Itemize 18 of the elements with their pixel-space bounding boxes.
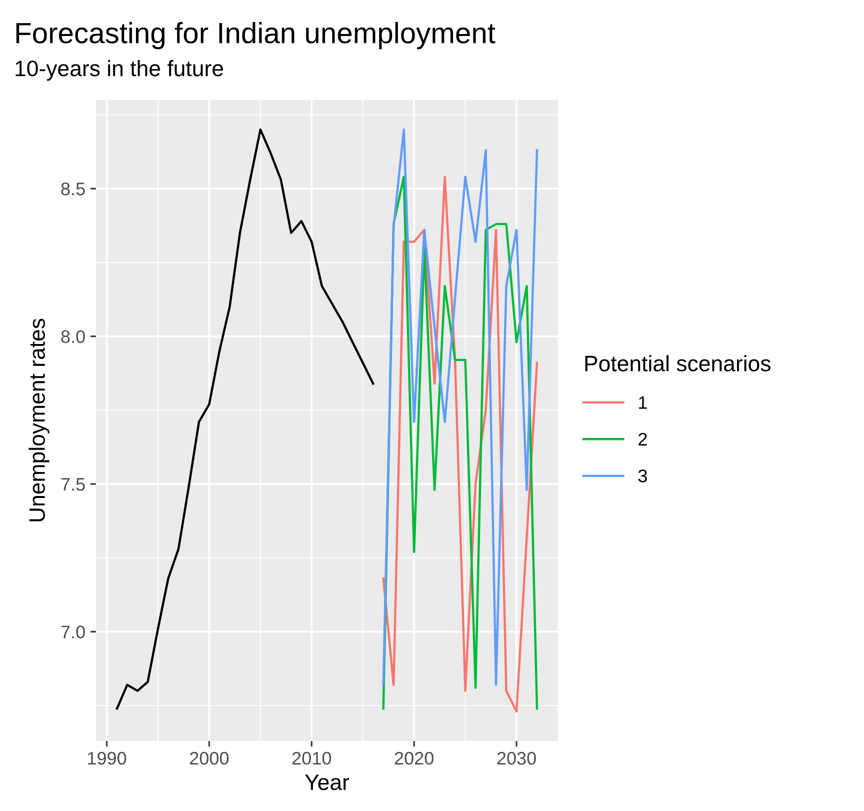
x-tick-label: 2030 [497, 752, 536, 765]
legend-label: 3 [638, 470, 647, 482]
x-axis-title: Year [305, 774, 350, 790]
legend-label: 2 [638, 432, 647, 446]
y-axis-title: Unemployment rates [28, 318, 50, 522]
x-tick-label: 2000 [190, 752, 229, 765]
y-tick-label: 7.5 [61, 478, 85, 491]
y-tick-label: 8.0 [61, 330, 85, 344]
y-tick-label: 8.5 [61, 182, 85, 196]
x-tick-label: 1990 [88, 752, 126, 765]
chart-subtitle: 10-years in the future [16, 60, 224, 81]
x-tick-label: 2020 [394, 752, 434, 765]
y-tick-label: 7.0 [61, 626, 85, 638]
line-series [116, 128, 374, 710]
legend-title: Potential scenarios [585, 355, 770, 372]
x-tick-label: 2010 [292, 752, 332, 765]
chart-title: Forecasting for Indian unemployment [16, 22, 496, 50]
legend-label: 1 [639, 396, 647, 409]
